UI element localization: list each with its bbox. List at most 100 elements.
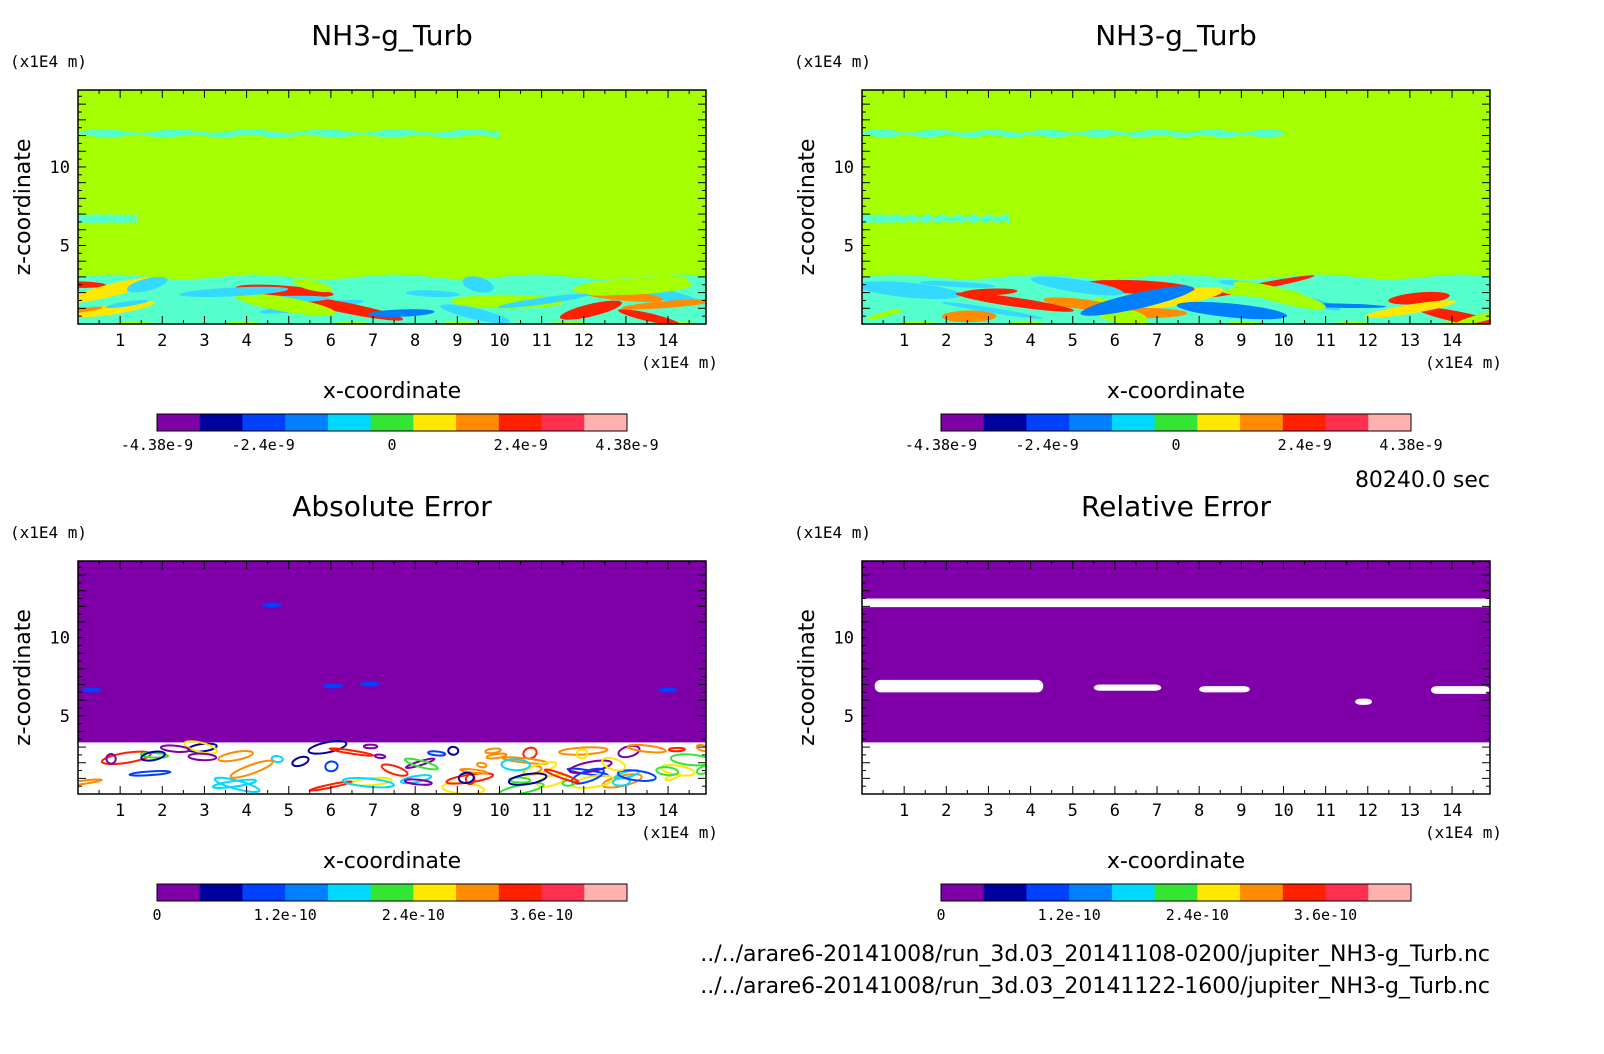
error-contour [229,759,274,779]
x-tick-label: 13 [1400,801,1420,821]
x-axis-label: x-coordinate [323,379,461,404]
chart-title: NH3-g_Turb [311,19,473,52]
colorbar-segment [1197,884,1241,901]
x-tick-label: 7 [368,801,378,821]
upper-streak [862,128,1284,139]
error-contour [601,756,626,772]
upper-streak [78,129,500,139]
colorbar-tick-label: 3.6e-10 [1294,906,1357,924]
colorbar-segment [1069,414,1113,431]
x-axis-label: x-coordinate [1107,379,1245,404]
colorbar-tick-label: 4.38e-9 [1379,436,1442,454]
swirl-contour [559,300,622,320]
swirl-contour [292,279,333,293]
x-axis-label: x-coordinate [323,849,461,874]
colorbar-segment [456,884,500,901]
error-contour [485,752,508,760]
error-contour [187,752,218,762]
colorbar-segment [1325,414,1369,431]
y-tick-label: 10 [50,158,70,178]
error-contour [500,758,531,772]
swirl-contour [1221,287,1300,298]
colorbar-frame [940,413,1412,432]
error-contour [667,746,686,753]
error-contour [217,750,254,763]
swirl-contour [618,309,680,324]
error-contour [324,760,339,773]
chart-title: Relative Error [1081,490,1272,523]
plot-frame [77,89,707,325]
error-blob [262,602,282,608]
error-contour [616,769,657,782]
x-tick-label: 14 [658,801,678,821]
x-tick-label: 12 [574,331,594,351]
error-contour [695,765,706,775]
colorbar-segment [941,414,985,431]
white-patch [1199,686,1250,693]
colorbar-segment [1154,884,1198,901]
colorbar-tick-label: -2.4e-9 [232,436,295,454]
error-contour [476,761,488,769]
x-tick-label: 12 [1358,331,1378,351]
error-contour [695,743,706,753]
x-tick-label: 6 [326,801,336,821]
x-tick-label: 1 [899,331,909,351]
x-tick-label: 10 [489,331,509,351]
error-contour [341,777,395,789]
error-contour [447,745,460,756]
x-tick-label: 5 [284,331,294,351]
colorbar-frame [156,883,628,902]
swirl-contour [1365,300,1456,318]
y-tick-label: 10 [834,158,854,178]
white-patch [1355,698,1372,705]
y-unit-label: (x1E4 m) [794,523,871,542]
x-unit-label: (x1E4 m) [1425,823,1502,842]
colorbar-segment [1282,414,1327,431]
swirl-contour [1176,301,1288,320]
error-blob [658,687,678,693]
x-unit-label: (x1E4 m) [1425,353,1502,372]
x-tick-label: 13 [616,801,636,821]
colorbar-segment [370,884,414,901]
swirl-contour [1415,306,1490,324]
x-tick-label: 5 [1068,801,1078,821]
white-patch [1093,684,1162,691]
y-tick-label: 5 [844,707,854,727]
error-contour [140,750,166,762]
plot-frame [861,89,1491,325]
x-tick-label: 9 [1236,801,1246,821]
colorbar-segment [285,414,329,431]
error-contour [626,743,667,754]
x-tick-label: 11 [531,331,551,351]
x-tick-label: 14 [1442,801,1462,821]
x-tick-label: 2 [941,801,951,821]
x-tick-label: 12 [1358,801,1378,821]
colorbar-segment [983,884,1027,901]
plot-area [862,90,1490,324]
file-path-2: ../../arare6-20141008/run_3d.03_20141122… [700,974,1490,999]
x-tick-label: 14 [658,331,678,351]
x-tick-label: 5 [284,801,294,821]
x-unit-label: (x1E4 m) [641,823,718,842]
colorbar-segment [498,414,543,431]
colorbar-segment [584,884,628,901]
colorbar: -4.38e-9 -2.4e-9 0 2.4e-9 4.38e-9 [121,413,659,454]
chart-title: NH3-g_Turb [1095,19,1257,52]
x-tick-label: 1 [115,331,125,351]
x-tick-label: 3 [983,331,993,351]
mid-streak [78,214,138,224]
x-tick-label: 3 [983,801,993,821]
chart-title: Absolute Error [292,490,492,523]
swirl-contour [572,278,693,295]
colorbar-segment [1240,414,1284,431]
x-axis-label: x-coordinate [1107,849,1245,874]
colorbar-segment [285,884,329,901]
error-contour [427,750,447,757]
colorbar-segment [1154,414,1198,431]
swirl-contour [955,292,1074,312]
colorbar-segment [584,414,628,431]
swirl-contour [440,304,510,324]
colorbar-frame [156,413,628,432]
error-blob [82,687,102,693]
swirl-contour [179,286,289,298]
